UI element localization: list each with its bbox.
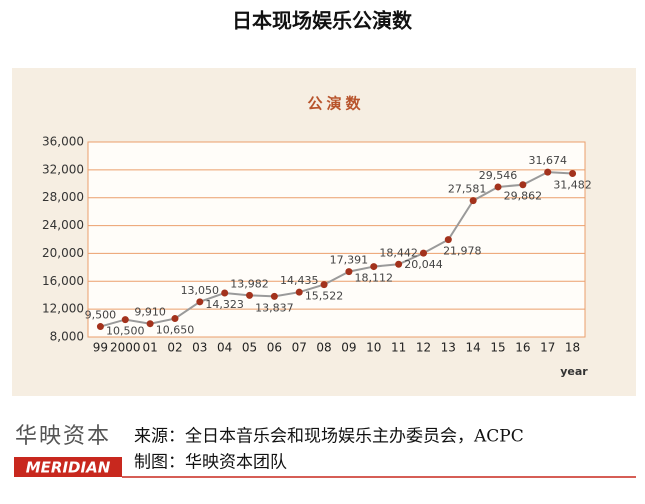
data-label: 21,978 (443, 245, 482, 258)
x-tick-label: 10 (366, 341, 381, 355)
x-tick-label: 05 (242, 341, 257, 355)
y-tick-label: 16,000 (42, 274, 84, 288)
marker (395, 260, 403, 268)
data-label: 29,862 (504, 190, 543, 203)
data-label: 27,581 (448, 183, 487, 196)
y-tick-label: 28,000 (42, 190, 84, 204)
marker (345, 268, 353, 276)
x-tick-label: 11 (391, 341, 406, 355)
y-tick-label: 12,000 (42, 302, 84, 316)
x-axis-label: year (560, 365, 588, 378)
x-tick-label: 06 (267, 341, 282, 355)
credit: 制图：华映资本团队 (134, 453, 287, 473)
marker (419, 249, 427, 257)
x-tick-label: 01 (142, 341, 157, 355)
marker (469, 197, 477, 205)
source: 来源：全日本音乐会和现场娱乐主办委员会，ACPC (134, 427, 524, 447)
logo-box (14, 457, 122, 477)
chart-title: 公演数 (307, 95, 364, 113)
plot-area (88, 142, 585, 337)
data-label: 13,837 (255, 301, 294, 314)
data-label: 14,323 (205, 298, 244, 311)
page-title: 日本现场娱乐公演数 (232, 9, 413, 33)
x-tick-label: 14 (466, 341, 481, 355)
data-label: 10,650 (156, 324, 195, 337)
y-tick-label: 8,000 (50, 330, 84, 344)
x-tick-label: 18 (565, 341, 580, 355)
data-label: 15,522 (305, 290, 344, 303)
data-label: 9,500 (85, 309, 117, 322)
marker (320, 281, 328, 289)
marker (494, 183, 502, 191)
marker (221, 289, 229, 297)
data-label: 20,044 (404, 258, 443, 271)
marker (270, 292, 278, 300)
marker (519, 181, 527, 189)
marker (196, 298, 204, 306)
x-tick-label: 08 (316, 341, 331, 355)
data-label: 31,674 (528, 154, 567, 167)
data-label: 13,050 (181, 284, 220, 297)
marker (295, 288, 303, 296)
marker (171, 315, 179, 323)
data-label: 31,482 (553, 178, 592, 191)
marker (544, 168, 552, 176)
x-tick-label: 04 (217, 341, 232, 355)
marker (121, 316, 129, 324)
data-label: 29,546 (479, 169, 518, 182)
marker (444, 236, 452, 244)
data-label: 10,500 (106, 325, 145, 338)
data-label: 14,435 (280, 274, 319, 287)
logo: MERIDIAN (26, 459, 111, 477)
series-line (100, 171, 573, 328)
data-label: 13,982 (230, 277, 269, 290)
marker (246, 291, 254, 299)
plot-border (87, 141, 586, 338)
brand: 华映资本 (15, 424, 111, 449)
data-label: 18,112 (355, 272, 394, 285)
data-label: 18,442 (379, 246, 418, 259)
data-label: 17,391 (330, 254, 369, 267)
x-tick-label: 02 (167, 341, 182, 355)
marker (569, 169, 577, 177)
x-tick-label: 07 (292, 341, 307, 355)
y-tick-label: 24,000 (42, 218, 84, 232)
x-tick-label: 16 (515, 341, 530, 355)
data-label: 9,910 (134, 306, 166, 319)
x-tick-label: 17 (540, 341, 555, 355)
x-tick-label: 12 (416, 341, 431, 355)
y-tick-label: 32,000 (42, 162, 84, 176)
x-tick-label: 09 (341, 341, 356, 355)
y-tick-label: 36,000 (42, 135, 84, 149)
x-tick-label: 13 (441, 341, 456, 355)
marker (146, 320, 154, 328)
marker (370, 263, 378, 271)
x-tick-label: 15 (490, 341, 505, 355)
y-tick-label: 20,000 (42, 246, 84, 260)
x-tick-label: 03 (192, 341, 207, 355)
x-tick-label: 2000 (110, 341, 141, 355)
marker (96, 323, 104, 331)
x-tick-label: 99 (93, 341, 108, 355)
